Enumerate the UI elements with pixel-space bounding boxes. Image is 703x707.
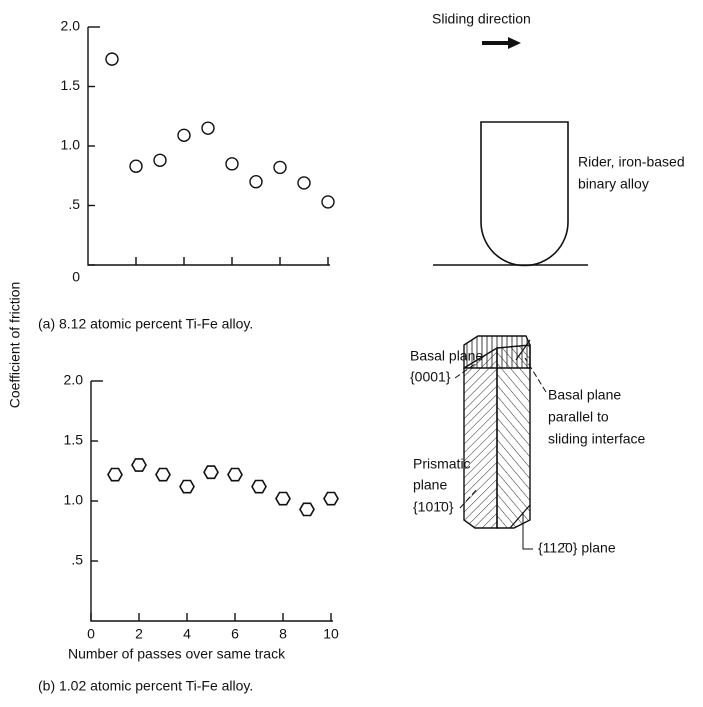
y-tick-label: .5 [71, 552, 83, 568]
prismatic-label: plane [413, 477, 447, 493]
y-tick-label: 1.5 [61, 77, 81, 93]
x-tick-label: 2 [135, 626, 143, 642]
y-tick-label: 1.0 [64, 492, 84, 508]
y-tick-label: 2.0 [61, 18, 81, 34]
x-tick-label: 10 [323, 626, 339, 642]
point [323, 491, 339, 506]
y-tick-label: 1.0 [61, 137, 81, 153]
edge [509, 504, 531, 529]
point [227, 467, 243, 482]
point [249, 174, 263, 189]
caption: (b) 1.02 atomic percent Ti-Fe alloy. [38, 678, 253, 694]
point [107, 467, 123, 482]
edge [515, 339, 531, 361]
parallel-label: sliding interface [548, 431, 645, 447]
y-tick-label: 0 [72, 269, 80, 285]
prismatic-label: {101̄0} [413, 499, 454, 515]
caption: (a) 8.12 atomic percent Ti-Fe alloy. [38, 316, 253, 332]
parallel-label: Basal plane [548, 387, 621, 403]
leader [454, 363, 476, 379]
point [297, 176, 311, 190]
point [275, 491, 291, 506]
plane-label: {112̄0} plane [538, 540, 616, 556]
y-tick-label: 1.5 [64, 432, 84, 448]
x-tick-label: 8 [279, 626, 287, 642]
x-tick-label: 6 [231, 626, 239, 642]
prismatic-label: Prismatic [413, 456, 471, 472]
leader [524, 357, 547, 393]
rider-label: binary alloy [578, 176, 649, 192]
x-tick-label: 4 [183, 626, 191, 642]
parallel-label: parallel to [548, 409, 609, 425]
point [251, 479, 267, 494]
arrow-head [508, 37, 521, 49]
axes [87, 27, 330, 266]
point [105, 52, 119, 66]
prismatic-face [463, 346, 498, 529]
point [225, 157, 239, 171]
point [179, 479, 195, 494]
point [203, 465, 219, 480]
point [201, 121, 215, 135]
axes [90, 381, 333, 622]
crystal-diagram: Basal plane {0001} Prismatic plane {101̄… [410, 335, 645, 556]
point [129, 159, 143, 173]
x-tick-label: 0 [87, 626, 95, 642]
point [273, 160, 287, 175]
point [131, 458, 147, 472]
rider-diagram: Sliding direction Rider, iron-based bina… [432, 11, 685, 267]
y-axis-label: Coefficient of friction [7, 282, 23, 409]
rider-label: Rider, iron-based [578, 154, 685, 170]
x-axis-label: Number of passes over same track [68, 646, 286, 662]
side-face [496, 344, 531, 529]
point [321, 195, 335, 209]
sliding-direction-label: Sliding direction [432, 11, 531, 27]
point [153, 153, 167, 167]
leader [459, 487, 479, 509]
point [177, 128, 191, 142]
leader [522, 512, 533, 550]
point [155, 467, 171, 482]
y-tick-label: 2.0 [64, 372, 84, 388]
rider [480, 121, 569, 267]
y-tick-label: .5 [68, 196, 80, 212]
basal-label: {0001} [410, 369, 451, 385]
basal-label: Basal plane [410, 348, 483, 364]
point [299, 502, 315, 517]
